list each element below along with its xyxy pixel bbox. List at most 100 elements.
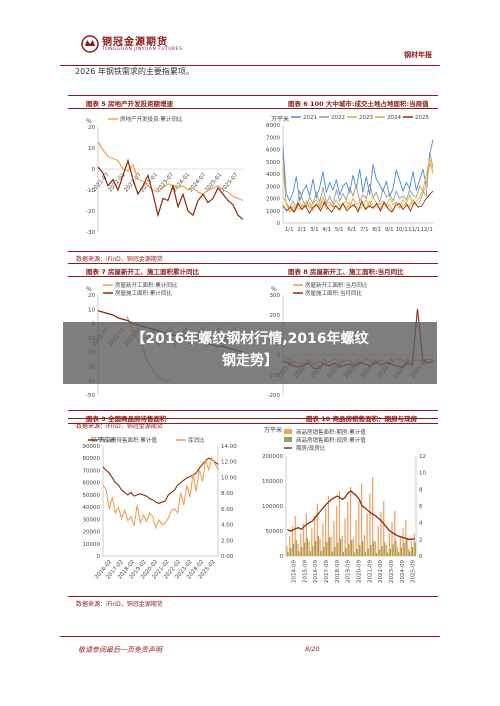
bar-completed: [359, 545, 361, 556]
y-tick-label: 70000: [83, 468, 101, 474]
bar-forward: [294, 516, 296, 556]
bar-forward: [338, 491, 341, 556]
report-tag: 钢材年报: [404, 51, 432, 59]
bar-forward: [383, 501, 385, 556]
x-tick-label: 1/1: [285, 227, 294, 233]
bar-completed: [403, 543, 405, 556]
chart-title-bar: 图表 5 房地产开发投资额增速 图表 6 100 大中城市:成交土地占地面积:当…: [68, 95, 438, 109]
y-tick-label: -50: [86, 393, 95, 399]
x-tick-label: 11/1: [408, 227, 420, 233]
source-text: 数据来源：iFinD，铜冠金源期货: [76, 423, 163, 430]
chart-title-bar: 图表 7 房屋新开工、施工面积累计同比 图表 8 房屋新开工、施工面积:当月同比: [68, 263, 438, 277]
bar-completed: [326, 542, 328, 556]
bar-completed: [298, 551, 300, 556]
series-line: [102, 456, 219, 530]
y-tick-label: 80000: [83, 456, 101, 462]
bar-completed: [384, 542, 386, 556]
fig8-title: 图表 8 房屋新开工、施工面积:当月同比: [288, 268, 404, 276]
x-tick-label: 7/1: [360, 227, 369, 233]
bar-forward: [289, 536, 291, 556]
legend-label: 房屋施工面积:累计同比: [115, 289, 172, 297]
bar-completed: [370, 545, 372, 556]
bar-completed: [328, 537, 331, 556]
bar-forward: [302, 523, 305, 556]
series-line: [282, 139, 434, 203]
legend-label: 房地产开发投资:累计同比: [120, 115, 183, 123]
y2-tick-label: 10.00: [221, 475, 237, 481]
series-line: [102, 457, 219, 504]
bar-completed: [362, 541, 364, 556]
y-tick-label: 20000: [83, 530, 101, 536]
fig6-title: 图表 6 100 大中城市:成交土地占地面积:当周值: [288, 100, 429, 108]
bar-forward: [286, 546, 288, 556]
bar-forward: [358, 501, 360, 556]
x-tick-label: 2017-09: [324, 560, 330, 583]
x-tick-label: 10/1: [396, 227, 408, 233]
y2-tick-label: 12.00: [221, 460, 237, 466]
y2-tick-label: 6: [419, 504, 423, 510]
title-overlay-banner[interactable]: 【2016年螺纹钢材行情,2016年螺纹 钢走势】: [63, 322, 437, 384]
x-tick-label: 2024-09: [400, 560, 406, 583]
y-axis-label: %: [271, 286, 277, 293]
bar-forward: [352, 538, 354, 556]
y2-tick-label: 8.00: [221, 491, 234, 497]
bar-forward: [330, 537, 332, 556]
bar-completed: [411, 547, 414, 556]
y-tick-label: 6000: [266, 148, 280, 154]
bar-completed: [317, 536, 320, 556]
bar-forward: [388, 533, 390, 556]
y-tick-label: 0: [97, 554, 101, 560]
overlay-line-1: 【2016年螺纹钢材行情,2016年螺纹: [131, 331, 369, 347]
bar-completed: [356, 548, 358, 556]
page-footer: 敬请参阅最后一页免责声明 8/20: [60, 636, 440, 660]
bar-completed: [303, 542, 306, 556]
y-tick-label: 10: [88, 146, 95, 152]
x-tick-label: 4/1: [322, 227, 331, 233]
x-tick-label: 2015-09: [302, 560, 308, 583]
legend-label: 2021: [303, 115, 317, 121]
source-bar: 数据来源：iFinD，铜冠金源期货: [68, 251, 438, 263]
y-tick-label: 10: [88, 307, 95, 313]
bar-forward: [316, 503, 318, 556]
bar-forward: [355, 520, 357, 556]
bar-completed: [339, 539, 342, 556]
y2-tick-label: 2.00: [221, 538, 234, 544]
bar-forward: [297, 543, 299, 556]
legend-label: 商品房销售面积:现房:累计值: [296, 436, 366, 444]
y-tick-label: 50000: [266, 529, 284, 535]
source-text: 数据来源：iFinD，铜冠金源期货: [76, 601, 163, 608]
legend-label: 房屋新开工面积:累计同比: [115, 281, 178, 289]
fig10-chart: 200000 150000 100000 50000 0 12 10 8 6 4 2 0 万平米 2014…: [262, 426, 426, 583]
bar-forward: [408, 548, 410, 556]
bar-completed: [287, 552, 289, 556]
y-axis-label: 亿平方米: [91, 436, 115, 444]
x-tick-label: 2025-09: [411, 560, 417, 583]
bar-completed: [406, 538, 408, 556]
y-tick-label: 200000: [262, 454, 283, 460]
chart-title-bar: 图表 9 全国商品房待售面积 图表 10 商品房销售面积：期房与现房: [68, 410, 438, 424]
bar-forward: [291, 526, 294, 556]
x-tick-label: 2016-09: [313, 560, 319, 583]
series-line: [97, 158, 244, 220]
page-header: 铜冠金源期货 TONGGUAN JINYUAN FUTURES 钢材年报: [60, 30, 440, 66]
bar-completed: [398, 552, 400, 556]
legend-label: 2023: [359, 115, 373, 121]
fig7-title: 图表 7 房屋新开工、施工面积累计同比: [86, 268, 200, 276]
bar-forward: [344, 518, 346, 556]
bar-completed: [392, 544, 394, 556]
overlay-title[interactable]: 【2016年螺纹钢材行情,2016年螺纹 钢走势】: [63, 328, 437, 372]
y-tick-label: 0: [280, 554, 284, 560]
y-tick-label: 150000: [262, 479, 283, 485]
bar-completed: [320, 551, 322, 556]
bar-forward: [413, 533, 415, 556]
y-tick-label: 2000: [266, 197, 280, 203]
company-logo: 铜冠金源期货 TONGGUAN JINYUAN FUTURES: [80, 30, 240, 60]
y-tick-label: -30: [86, 230, 95, 236]
series-line: [97, 141, 244, 202]
y-tick-label: 30000: [83, 517, 101, 523]
fig9-title: 图表 9 全国商品房待售面积: [86, 415, 167, 423]
intro-text: 2026 年钢铁需求的主要指累项。: [75, 67, 194, 76]
series-line-ratio: [287, 490, 415, 540]
x-tick-label: 2021-09: [367, 560, 373, 583]
